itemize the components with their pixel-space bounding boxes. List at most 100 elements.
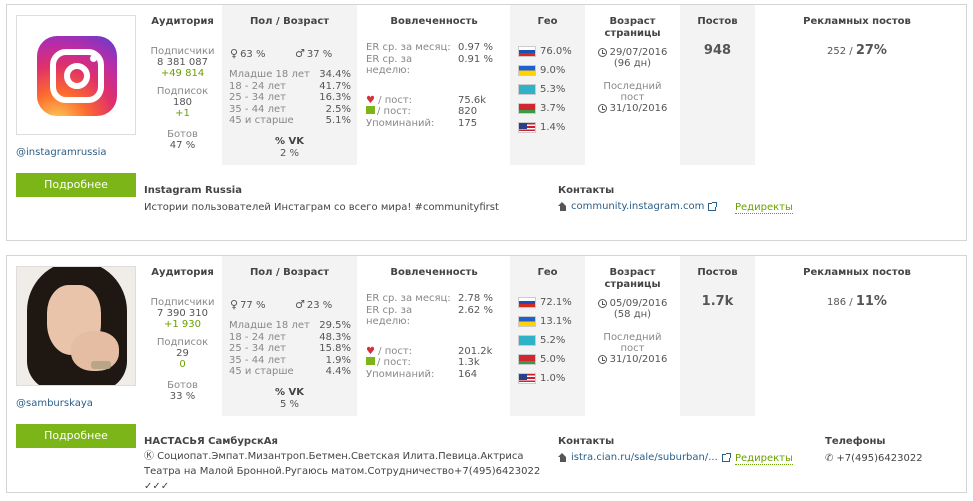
vk-value: 5 %: [222, 399, 357, 411]
clock-icon: [598, 48, 607, 57]
contact-link[interactable]: istra.cian.ru/sale/suburban/...: [558, 452, 730, 463]
sex-age-column: Пол / Возраст ♀ 63 % ♂ 37 % Младше 18 лет 3…: [222, 5, 357, 165]
posts-column: Постов 1.7k: [680, 256, 755, 416]
following-label: Подписок: [140, 337, 225, 348]
following-value: 180: [140, 97, 225, 108]
bots-label: Ботов: [140, 129, 225, 140]
subscribers-label: Подписчики: [140, 297, 225, 308]
male-stat: ♂ 23 %: [295, 298, 332, 311]
phone-number[interactable]: ✆ +7(495)6423022: [825, 453, 923, 464]
geo-header: Гео: [510, 267, 585, 279]
sex-age-column: Пол / Возраст ♀ 77 % ♂ 23 % Младше 18 лет 2…: [222, 256, 357, 416]
username-link[interactable]: @samburskaya: [16, 398, 93, 409]
comments-value: 1.3k: [458, 357, 480, 369]
sex-age-header: Пол / Возраст: [222, 16, 357, 28]
engagement-column: Вовлеченность ER ср. за месяц: 2.78 % ER …: [359, 256, 509, 380]
geo-row-ua: 13.1%: [510, 312, 585, 331]
er-month-value: 2.78 %: [458, 293, 493, 305]
geo-column: Гео 72.1% 13.1% 5.2% 5.0% 1.0%: [510, 256, 585, 416]
more-button[interactable]: Подробнее: [16, 173, 136, 197]
more-button[interactable]: Подробнее: [16, 424, 136, 448]
page-age-header: Возраст страницы: [585, 16, 680, 40]
page-age-days: (58 дн): [585, 309, 680, 320]
male-icon: ♂: [295, 298, 305, 311]
page-created-date: 05/09/2016: [585, 298, 680, 309]
comments-value: 820: [458, 106, 477, 118]
last-post-date: 31/10/2016: [585, 354, 680, 365]
heart-icon: ♥: [366, 95, 375, 106]
account-card: @instagramrussia Подробнее Аудитория Под…: [6, 4, 967, 241]
profile-photo: [17, 267, 136, 386]
external-link-icon[interactable]: [722, 454, 730, 462]
mentions-value: 164: [458, 369, 477, 381]
avatar[interactable]: [16, 15, 136, 135]
account-description: Ⓚ Социопат.Эмпат.Мизантроп.Бетмен.Светск…: [144, 449, 544, 494]
russia-flag-icon: [518, 297, 536, 308]
geo-row-by: 3.7%: [510, 99, 585, 118]
geo-row-ru: 72.1%: [510, 293, 585, 312]
posts-header: Постов: [680, 267, 755, 279]
ukraine-flag-icon: [518, 316, 536, 327]
female-icon: ♀: [230, 47, 238, 60]
redirects-link[interactable]: Редиректы: [735, 202, 793, 214]
redirects-link[interactable]: Редиректы: [735, 453, 793, 465]
following-growth: 0: [140, 359, 225, 370]
ad-posts-header: Рекламных постов: [757, 267, 957, 279]
russia-flag-icon: [518, 46, 536, 57]
audience-header: Аудитория: [140, 16, 225, 28]
audience-column: Аудитория Подписчики 7 390 310 +1 930 По…: [140, 256, 225, 402]
female-stat: ♀ 77 %: [230, 298, 265, 311]
contact-link[interactable]: community.instagram.com: [558, 201, 716, 212]
clock-icon: [598, 104, 607, 113]
comment-icon: [366, 357, 375, 365]
contacts-header: Контакты: [558, 185, 614, 196]
following-growth: +1: [140, 108, 225, 119]
geo-row-ru: 76.0%: [510, 42, 585, 61]
ad-posts-percent: 11%: [856, 294, 887, 309]
ad-posts-header: Рекламных постов: [757, 16, 957, 28]
ukraine-flag-icon: [518, 65, 536, 76]
ad-posts-percent: 27%: [856, 43, 887, 58]
posts-column: Постов 948: [680, 5, 755, 165]
ad-posts-column: Рекламных постов 186 / 11%: [757, 256, 957, 309]
belarus-flag-icon: [518, 103, 536, 114]
engagement-header: Вовлеченность: [359, 16, 509, 28]
posts-count: 1.7k: [680, 294, 755, 309]
engagement-column: Вовлеченность ER ср. за месяц: 0.97 % ER …: [359, 5, 509, 129]
usa-flag-icon: [518, 373, 536, 384]
age-table: Младше 18 лет 34.4% 18 - 24 лет 41.7% 25 -…: [229, 69, 351, 127]
vk-value: 2 %: [222, 148, 357, 160]
belarus-flag-icon: [518, 354, 536, 365]
home-icon: [558, 202, 567, 211]
bots-value: 47 %: [140, 140, 225, 151]
account-card: @samburskaya Подробнее Аудитория Подписч…: [6, 255, 967, 493]
audience-header: Аудитория: [140, 267, 225, 279]
username-link[interactable]: @instagramrussia: [16, 147, 106, 158]
subscribers-value: 7 390 310: [140, 308, 225, 319]
avatar[interactable]: [16, 266, 136, 386]
heart-icon: ♥: [366, 346, 375, 357]
geo-row-by: 5.0%: [510, 350, 585, 369]
kazakhstan-flag-icon: [518, 84, 536, 95]
account-description: Истории пользователей Инстаграм со всего…: [144, 200, 544, 215]
posts-count: 948: [680, 43, 755, 58]
contacts-header: Контакты: [558, 436, 614, 447]
subscribers-value: 8 381 087: [140, 57, 225, 68]
subscribers-growth: +1 930: [140, 319, 225, 330]
male-icon: ♂: [295, 47, 305, 60]
male-stat: ♂ 37 %: [295, 47, 332, 60]
geo-header: Гео: [510, 16, 585, 28]
likes-value: 75.6k: [458, 95, 486, 107]
vk-label: % VK: [222, 387, 357, 399]
external-link-icon[interactable]: [708, 203, 716, 211]
ad-posts-count: 186 /: [827, 297, 853, 308]
last-post-date: 31/10/2016: [585, 103, 680, 114]
er-week-value: 0.91 %: [458, 54, 493, 77]
subscribers-label: Подписчики: [140, 46, 225, 57]
page-age-column: Возраст страницы 05/09/2016 (58 дн) После…: [585, 256, 680, 365]
female-icon: ♀: [230, 298, 238, 311]
posts-header: Постов: [680, 16, 755, 28]
home-icon: [558, 453, 567, 462]
ad-posts-column: Рекламных постов 252 / 27%: [757, 5, 957, 58]
ad-posts-count: 252 /: [827, 46, 853, 57]
